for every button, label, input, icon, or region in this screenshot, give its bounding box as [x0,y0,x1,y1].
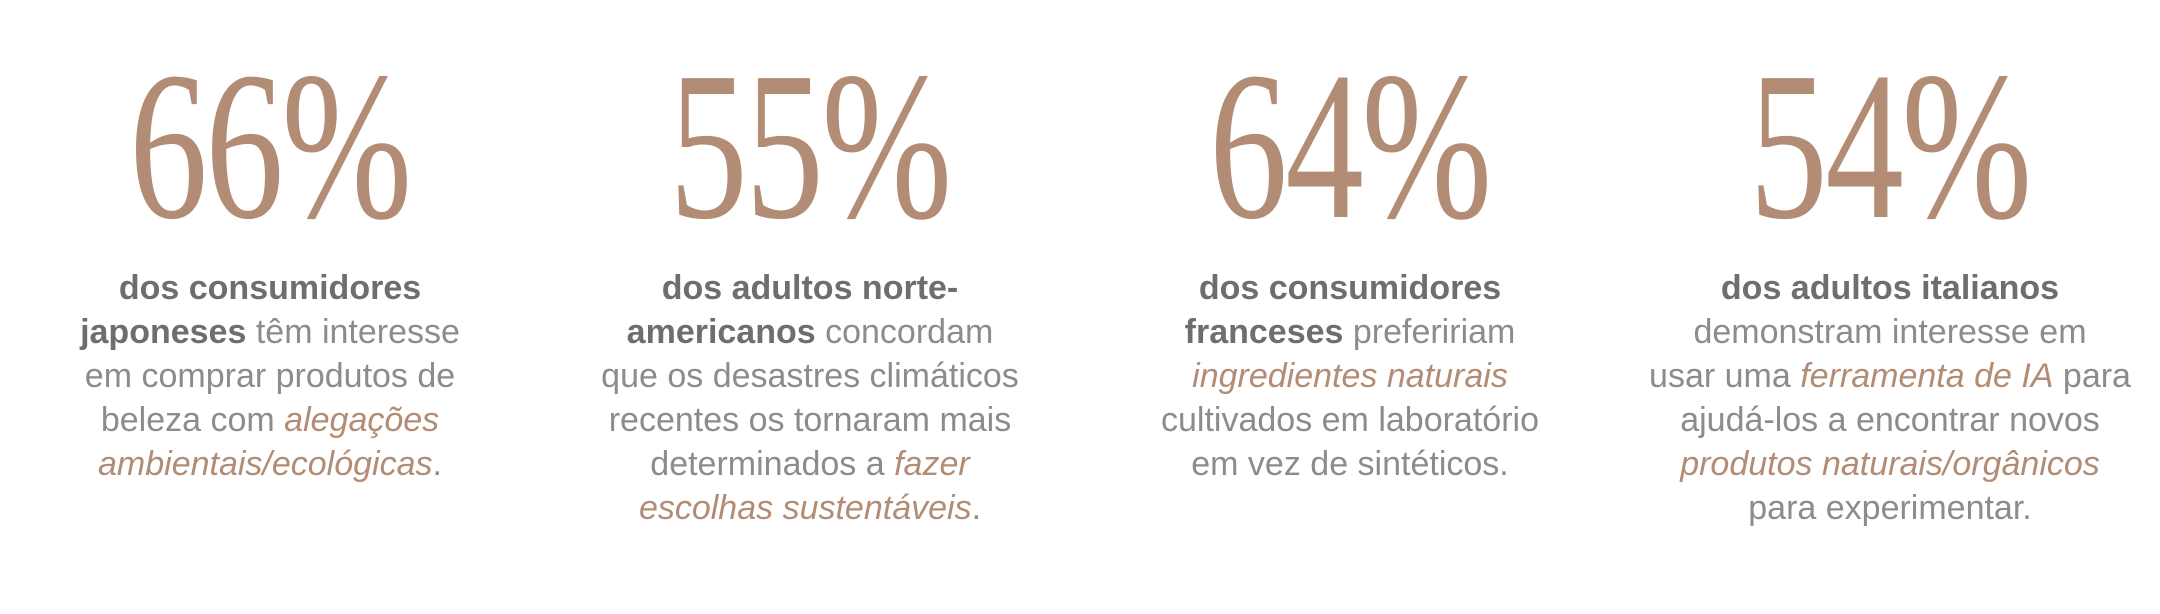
stat-text-line: dos adultos norte- [601,266,1019,310]
stat-text-line: dos consumidores [1161,266,1539,310]
stat-text-line: em comprar produtos de [80,354,460,398]
regular-text: . [971,489,982,527]
regular-text: para experimentar. [1748,489,2032,527]
stat-text-line: dos consumidores [80,266,460,310]
regular-text: prefeririam [1343,313,1516,351]
stat-text-line: demonstram interesse em [1649,310,2131,354]
stat-text-line: determinados a fazer [601,442,1019,486]
stat-text-line: ajudá-los a encontrar novos [1649,398,2131,442]
regular-text: demonstram interesse em [1693,313,2087,351]
stat-text-line: beleza com alegações [80,398,460,442]
stat-text-line: dos adultos italianos [1649,266,2131,310]
stat-text-line: ingredientes naturais [1161,354,1539,398]
bold-text: dos consumidores [118,269,422,307]
stat-percentage-text: 66% [129,28,413,263]
stat-text-line: cultivados em laboratório [1161,398,1539,442]
regular-text: ajudá-los a encontrar novos [1680,401,2100,439]
stat-text-line: para experimentar. [1649,486,2131,530]
stat-text-line: que os desastres climáticos [601,354,1019,398]
regular-text: . [432,445,442,483]
regular-text: cultivados em laboratório [1161,401,1539,439]
stat-column-japan: 66% dos consumidores japoneses têm intere… [0,28,540,614]
regular-text: em comprar produtos de [84,357,456,395]
stat-percentage-japan: 66% [80,28,459,263]
stat-text-line: produtos naturais/orgânicos [1649,442,2131,486]
stat-description-italy: dos adultos italianos demonstram interess… [1649,266,2131,530]
stat-text-line: escolhas sustentáveis. [601,486,1019,530]
bold-text: dos consumidores [1198,269,1502,307]
regular-text: que os desastres climáticos [601,357,1019,395]
stat-text-line: em vez de sintéticos. [1161,442,1539,486]
bold-text: dos adultos norte- [661,269,959,307]
stat-percentage-italy: 54% [1700,28,2079,263]
stat-text-line: americanos concordam [601,310,1019,354]
regular-text: têm interesse [246,313,460,351]
bold-text: dos adultos italianos [1720,269,2060,307]
stat-text-line: usar uma ferramenta de IA para [1649,354,2131,398]
stat-column-france: 64% dos consumidores franceses preferiria… [1080,28,1620,614]
stat-text-line: ambientais/ecológicas. [80,442,460,486]
accent-italic-text: escolhas sustentáveis [638,489,972,527]
bold-text: americanos [626,313,816,351]
stat-column-italy: 54% dos adultos italianos demonstram inte… [1620,28,2160,614]
accent-italic-text: ambientais/ecológicas [98,445,433,483]
accent-italic-text: fazer [894,445,970,483]
regular-text: concordam [815,313,994,351]
regular-text: para [2053,357,2131,395]
stat-text-line: japoneses têm interesse [80,310,460,354]
bold-text: franceses [1184,313,1344,351]
stat-percentage-text: 54% [1749,28,2033,263]
stat-description-japan: dos consumidores japoneses têm interesse e… [80,266,460,486]
stat-percentage-france: 64% [1160,28,1539,263]
bold-text: japoneses [80,313,247,351]
accent-italic-text: produtos naturais/orgânicos [1680,445,2100,483]
accent-italic-text: alegações [284,401,440,439]
stat-description-us: dos adultos norte-americanos concordam qu… [601,266,1019,530]
stat-column-us: 55% dos adultos norte-americanos concord… [540,28,1080,614]
stat-percentage-us: 55% [620,28,999,263]
regular-text: beleza com [100,401,285,439]
regular-text: em vez de sintéticos. [1191,445,1509,483]
regular-text: usar uma [1649,357,1801,395]
stat-description-france: dos consumidores franceses prefeririam ing… [1161,266,1539,486]
regular-text: determinados a [650,445,895,483]
regular-text: recentes os tornaram mais [608,401,1012,439]
stat-text-line: franceses prefeririam [1161,310,1539,354]
stat-percentage-text: 55% [669,28,953,263]
stat-text-line: recentes os tornaram mais [601,398,1019,442]
accent-italic-text: ingredientes naturais [1192,357,1508,395]
accent-italic-text: ferramenta de IA [1800,357,2054,395]
stat-percentage-text: 64% [1209,28,1493,263]
